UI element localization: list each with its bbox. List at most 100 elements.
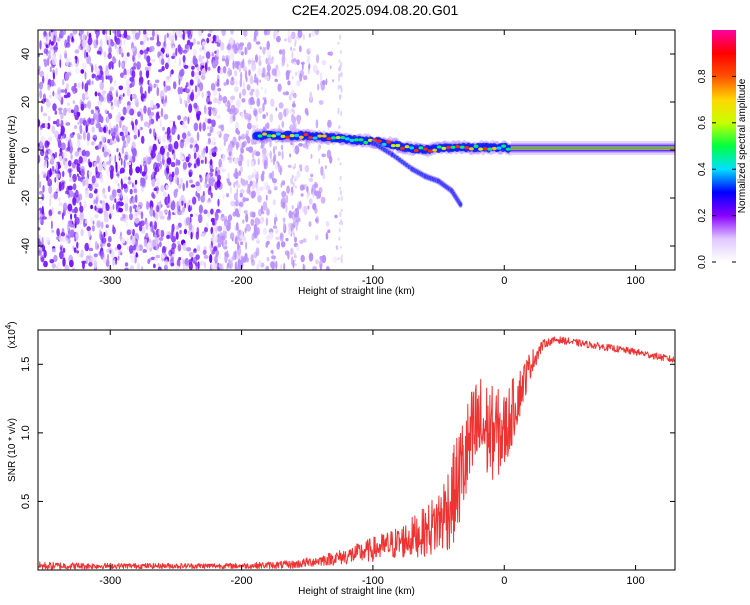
noise-speck: [208, 137, 211, 145]
noise-speck: [151, 192, 155, 198]
noise-speck: [235, 235, 239, 240]
noise-speck: [201, 61, 206, 66]
noise-speck: [340, 71, 343, 78]
noise-speck: [57, 210, 62, 215]
noise-speck: [193, 248, 197, 252]
noise-speck: [74, 106, 77, 114]
noise-speck: [102, 256, 107, 264]
ridge-hotspot: [487, 147, 493, 151]
noise-speck: [108, 166, 111, 171]
noise-speck: [298, 45, 302, 53]
noise-speck: [218, 158, 222, 168]
noise-speck: [244, 112, 249, 120]
noise-speck: [302, 33, 305, 41]
noise-speck: [288, 94, 292, 101]
noise-speck: [88, 171, 93, 176]
noise-speck: [39, 200, 43, 205]
noise-speck: [56, 236, 60, 241]
noise-speck: [224, 239, 228, 246]
noise-speck: [67, 220, 72, 228]
noise-speck: [91, 254, 95, 263]
tone-band: [510, 147, 675, 149]
noise-speck: [314, 30, 320, 36]
noise-speck: [51, 125, 56, 134]
noise-speck: [94, 161, 98, 168]
noise-speck: [188, 171, 192, 178]
noise-speck: [291, 108, 294, 113]
ridge-hotspot: [427, 149, 433, 153]
noise-speck: [103, 232, 106, 237]
noise-speck: [293, 210, 296, 215]
noise-speck: [262, 102, 265, 112]
noise-speck: [281, 241, 286, 248]
noise-speck: [184, 140, 187, 149]
noise-speck: [217, 225, 223, 232]
noise-speck: [126, 52, 130, 57]
noise-speck: [129, 213, 133, 221]
noise-speck: [279, 167, 282, 175]
noise-speck: [115, 123, 119, 132]
noise-speck: [74, 151, 80, 157]
noise-speck: [189, 137, 194, 144]
noise-speck: [250, 160, 254, 167]
noise-speck: [101, 237, 107, 244]
noise-speck: [254, 73, 257, 82]
noise-speck: [226, 78, 229, 86]
noise-speck: [266, 63, 271, 73]
noise-speck: [103, 51, 107, 58]
ridge-hotspot: [432, 148, 438, 152]
noise-speck: [73, 112, 76, 117]
noise-speck: [232, 114, 236, 122]
noise-speck: [174, 167, 179, 176]
y-multiplier: (x104): [4, 321, 18, 348]
noise-speck: [72, 173, 77, 183]
noise-speck: [117, 171, 120, 179]
noise-speck: [133, 134, 137, 140]
noise-speck: [59, 54, 62, 60]
noise-speck: [227, 43, 232, 51]
noise-speck: [340, 208, 343, 212]
noise-speck: [159, 118, 162, 128]
noise-speck: [146, 242, 152, 251]
ridge-hotspot: [441, 146, 447, 151]
noise-speck: [182, 183, 185, 192]
noise-speck: [64, 264, 70, 270]
noise-speck: [176, 200, 180, 210]
noise-speck: [155, 212, 159, 221]
ridge-hotspot: [446, 145, 451, 150]
noise-speck: [88, 184, 93, 192]
noise-speck: [319, 72, 323, 82]
noise-speck: [112, 57, 117, 64]
noise-speck: [103, 167, 106, 171]
noise-speck: [322, 79, 325, 86]
noise-speck: [215, 59, 219, 66]
noise-speck: [95, 31, 99, 40]
noise-speck: [254, 30, 259, 37]
noise-speck: [74, 125, 78, 130]
noise-speck: [174, 58, 177, 64]
noise-speck: [47, 178, 53, 187]
noise-speck: [125, 142, 128, 147]
noise-speck: [291, 115, 297, 124]
noise-speck: [197, 213, 203, 224]
noise-speck: [197, 87, 201, 97]
noise-speck: [255, 151, 261, 157]
y-tick-label: 20: [20, 96, 32, 108]
noise-speck: [91, 126, 95, 133]
noise-speck: [106, 248, 111, 253]
noise-speck: [169, 175, 172, 182]
colorbar-label: Normalized spectral amplitude: [737, 78, 748, 213]
noise-speck: [300, 254, 305, 263]
noise-speck: [222, 262, 225, 269]
noise-speck: [233, 47, 238, 54]
noise-speck: [151, 58, 156, 63]
noise-speck: [303, 206, 308, 216]
noise-speck: [74, 206, 78, 214]
noise-speck: [136, 262, 140, 270]
noise-speck: [102, 146, 105, 153]
noise-speck: [48, 31, 51, 37]
noise-speck: [110, 105, 114, 111]
noise-speck: [93, 260, 97, 269]
noise-speck: [163, 113, 169, 120]
noise-speck: [285, 204, 288, 213]
